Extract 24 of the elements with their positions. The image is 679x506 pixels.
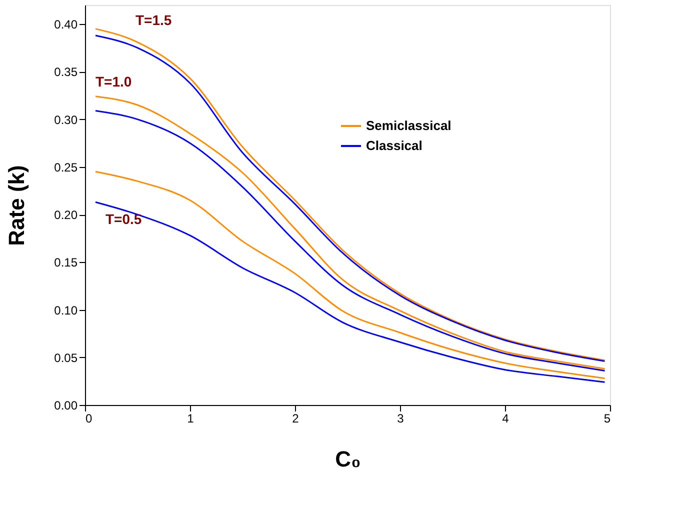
y-tick-label: 0.35 xyxy=(54,65,78,80)
x-tick-label: 1 xyxy=(187,412,194,426)
x-tick-label: 2 xyxy=(292,412,300,426)
x-axis-title: C₀ xyxy=(335,446,361,472)
y-tick-label: 0.00 xyxy=(54,398,78,412)
x-tick-label: 4 xyxy=(502,412,510,426)
y-tick-label: 0.25 xyxy=(54,160,78,174)
legend-label: Classical xyxy=(366,138,422,153)
legend-label: Semiclassical xyxy=(366,118,452,133)
annotation: T=0.5 xyxy=(106,211,142,228)
x-tick-label: 3 xyxy=(397,412,404,426)
x-tick-label: 0 xyxy=(86,412,92,426)
line-series xyxy=(94,201,606,383)
line-series xyxy=(94,170,606,380)
annotation: T=1.5 xyxy=(136,12,172,28)
y-tick-label: 0.05 xyxy=(54,350,78,365)
y-tick-label: 0.40 xyxy=(54,18,78,32)
y-tick-label: 0.15 xyxy=(54,256,78,270)
y-tick-label: 0.30 xyxy=(54,112,78,127)
annotation: T=1.0 xyxy=(96,73,132,90)
x-tick-label: 5 xyxy=(604,412,611,426)
y-tick-label: 0.10 xyxy=(54,303,78,318)
y-tick-label: 0.20 xyxy=(54,208,78,222)
y-axis-title: Rate (k) xyxy=(4,165,30,246)
